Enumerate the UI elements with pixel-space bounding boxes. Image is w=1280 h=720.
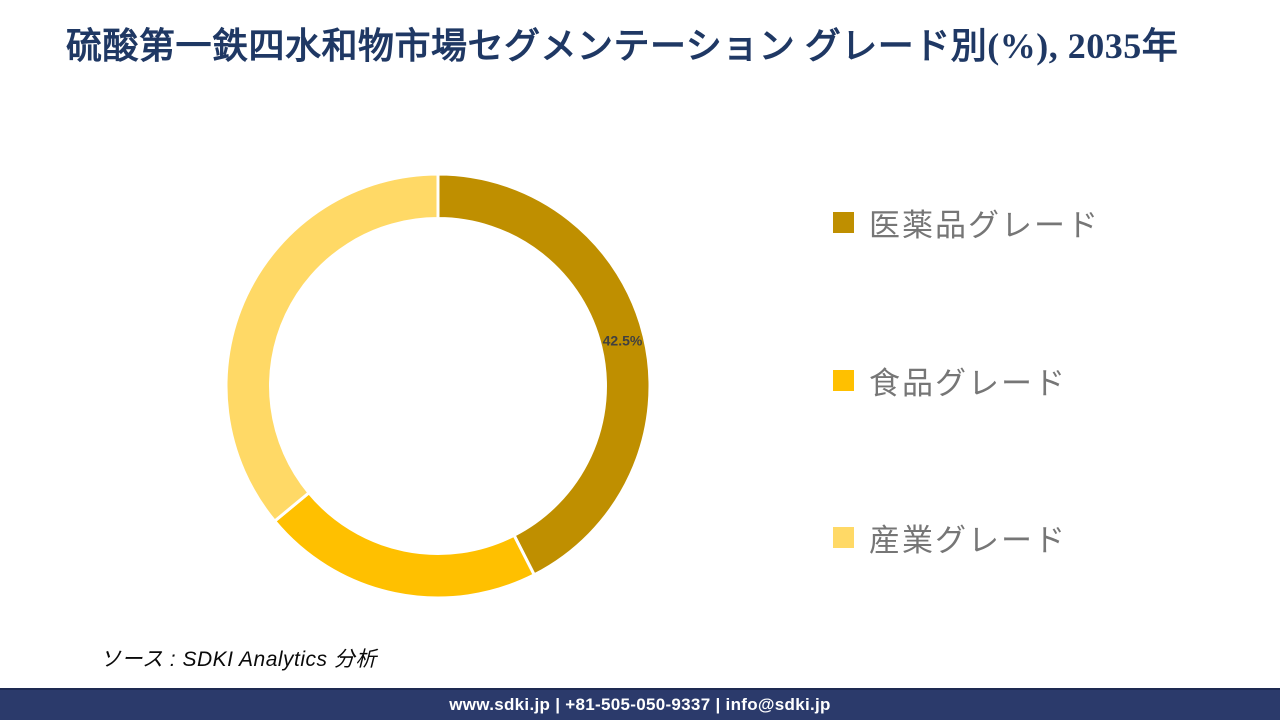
donut-segment-food-grade (272, 490, 537, 600)
legend-label-industrial-grade: 産業グレード (869, 523, 1067, 558)
chart-legend: 医薬品グレード 食品グレード 産業グレード (833, 0, 1253, 720)
donut-segment-pharmaceutical-grade (436, 172, 652, 577)
footer-bar: www.sdki.jp | +81-505-050-9337 | info@sd… (0, 688, 1280, 720)
legend-swatch-industrial-grade (833, 527, 854, 548)
legend-label-pharmaceutical-grade: 医薬品グレード (869, 208, 1100, 243)
legend-swatch-pharmaceutical-grade (833, 212, 854, 233)
legend-item-industrial-grade: 産業グレード (833, 515, 1067, 560)
legend-item-food-grade: 食品グレード (833, 358, 1067, 403)
source-note: ソース : SDKI Analytics 分析 (100, 648, 377, 671)
donut-chart: 42.5% (208, 156, 668, 616)
chart-title: 硫酸第一鉄四水和物市場セグメンテーション グレード別(%), 2035年 (66, 26, 1179, 66)
footer-contact-text: www.sdki.jp | +81-505-050-9337 | info@sd… (449, 695, 831, 714)
legend-label-food-grade: 食品グレード (869, 366, 1067, 401)
legend-item-pharmaceutical-grade: 医薬品グレード (833, 200, 1100, 245)
legend-swatch-food-grade (833, 370, 854, 391)
donut-chart-svg: 42.5% (224, 172, 652, 600)
data-label-pharmaceutical-grade: 42.5% (603, 332, 643, 348)
donut-segment-industrial-grade (224, 172, 440, 524)
